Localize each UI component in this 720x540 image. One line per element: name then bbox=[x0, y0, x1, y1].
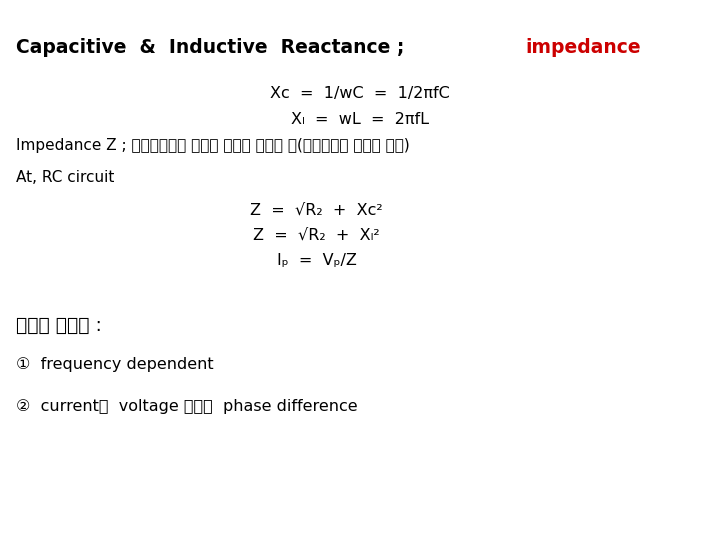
Text: Capacitive  &  Inductive  Reactance ;: Capacitive & Inductive Reactance ; bbox=[16, 38, 410, 57]
Text: Z  =  √R₂  +  Xc²: Z = √R₂ + Xc² bbox=[251, 202, 383, 218]
Text: Impedance Z ; 교류회로에서 전압과 전류의 크기의 비(직류회로의 저항에 해당): Impedance Z ; 교류회로에서 전압과 전류의 크기의 비(직류회로의… bbox=[16, 138, 410, 153]
Text: At, RC circuit: At, RC circuit bbox=[16, 170, 114, 185]
Text: Xc  =  1/wC  =  1/2πfC: Xc = 1/wC = 1/2πfC bbox=[270, 86, 450, 102]
Text: impedance: impedance bbox=[526, 38, 641, 57]
Text: Z  =  √R₂  +  Xₗ²: Z = √R₂ + Xₗ² bbox=[253, 228, 380, 243]
Text: Iₚ  =  Vₚ/Z: Iₚ = Vₚ/Z bbox=[277, 253, 356, 268]
Text: 저항과 차이점 :: 저항과 차이점 : bbox=[16, 316, 102, 335]
Text: ①  frequency dependent: ① frequency dependent bbox=[16, 357, 213, 373]
Text: ②  current와  voltage 사이에  phase difference: ② current와 voltage 사이에 phase difference bbox=[16, 399, 357, 414]
Text: Xₗ  =  wL  =  2πfL: Xₗ = wL = 2πfL bbox=[291, 112, 429, 127]
